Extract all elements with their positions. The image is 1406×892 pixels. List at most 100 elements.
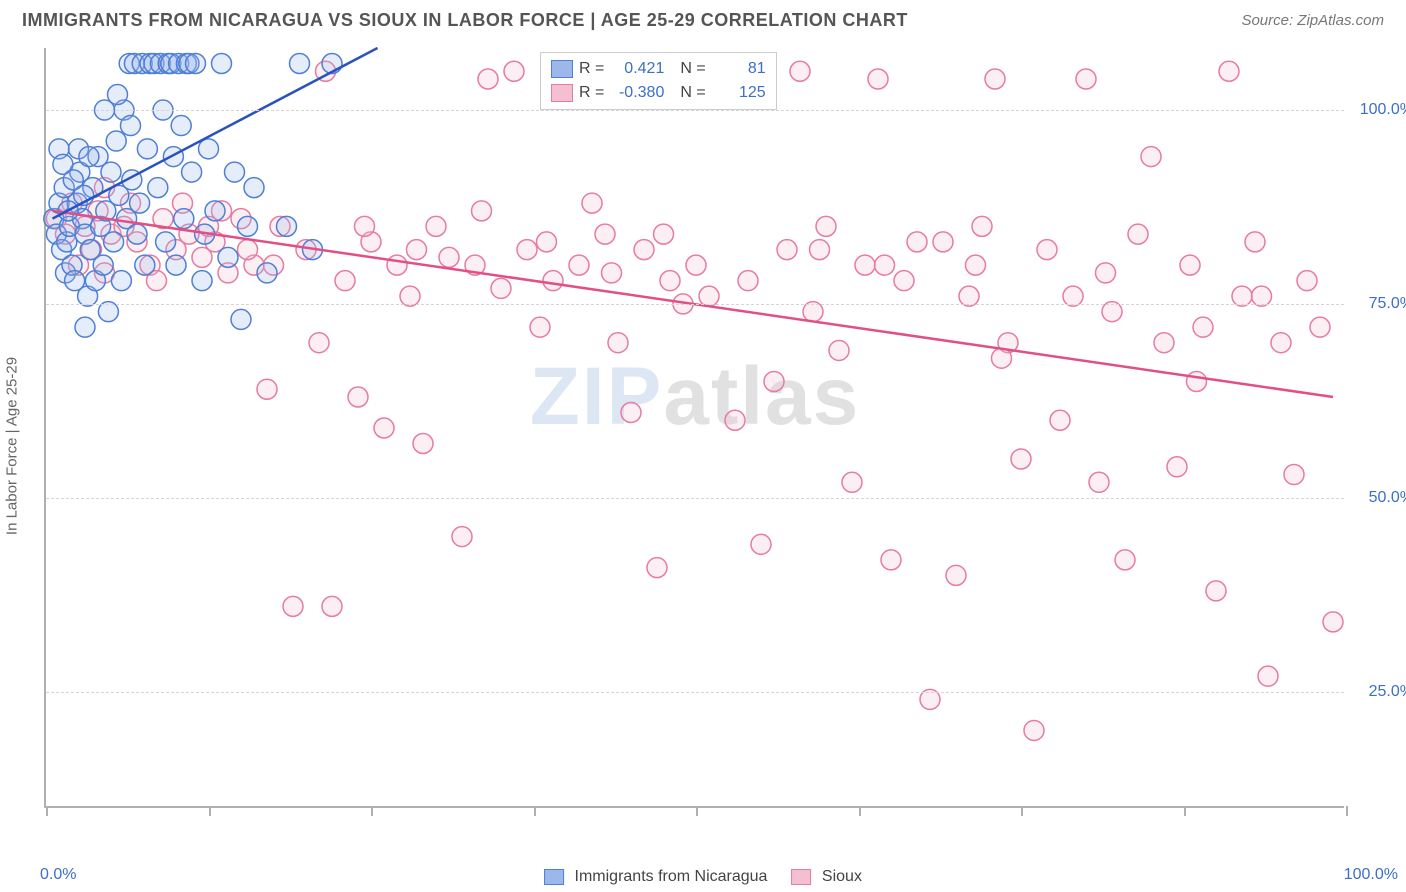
series2-n-value: 125 <box>712 81 766 105</box>
x-axis-max-label: 100.0% <box>1344 866 1398 884</box>
x-tick <box>1346 806 1348 816</box>
scatter-point-series2 <box>654 224 674 244</box>
scatter-point-series2 <box>1076 69 1096 89</box>
scatter-point-series2 <box>1154 333 1174 353</box>
gridline-horizontal <box>46 110 1344 111</box>
scatter-point-series2 <box>1187 371 1207 391</box>
scatter-point-series2 <box>1310 317 1330 337</box>
scatter-point-series1 <box>108 85 128 105</box>
scatter-point-series2 <box>751 534 771 554</box>
correlation-stats-legend: R = 0.421 N = 81 R = -0.380 N = 125 <box>540 52 777 110</box>
scatter-point-series2 <box>348 387 368 407</box>
scatter-point-series2 <box>881 550 901 570</box>
scatter-point-series2 <box>472 201 492 221</box>
scatter-point-series2 <box>1141 147 1161 167</box>
x-tick <box>1184 806 1186 816</box>
x-axis-min-label: 0.0% <box>40 866 76 884</box>
scatter-point-series2 <box>738 271 758 291</box>
scatter-point-series2 <box>686 255 706 275</box>
scatter-point-series2 <box>257 379 277 399</box>
stats-row-series2: R = -0.380 N = 125 <box>551 81 766 105</box>
scatter-point-series2 <box>537 232 557 252</box>
scatter-point-series2 <box>1024 720 1044 740</box>
scatter-point-series2 <box>1284 465 1304 485</box>
scatter-point-series2 <box>602 263 622 283</box>
series1-n-value: 81 <box>712 57 766 81</box>
scatter-point-series1 <box>182 162 202 182</box>
r-label: R = <box>579 81 604 105</box>
scatter-point-series2 <box>855 255 875 275</box>
scatter-point-series2 <box>1245 232 1265 252</box>
scatter-point-series2 <box>907 232 927 252</box>
scatter-point-series2 <box>972 216 992 236</box>
scatter-point-series1 <box>257 263 277 283</box>
legend-label-series1: Immigrants from Nicaragua <box>575 868 768 885</box>
scatter-point-series2 <box>1180 255 1200 275</box>
scatter-point-series2 <box>933 232 953 252</box>
source-label: Source: ZipAtlas.com <box>1241 12 1384 29</box>
scatter-point-series1 <box>93 255 113 275</box>
n-label: N = <box>680 81 705 105</box>
regression-line-series1 <box>53 48 378 219</box>
scatter-point-series1 <box>218 247 238 267</box>
scatter-point-series2 <box>1089 472 1109 492</box>
scatter-point-series2 <box>875 255 895 275</box>
scatter-point-series2 <box>530 317 550 337</box>
y-axis-label: In Labor Force | Age 25-29 <box>4 357 21 535</box>
series2-r-value: -0.380 <box>610 81 664 105</box>
scatter-point-series2 <box>660 271 680 291</box>
scatter-point-series2 <box>1206 581 1226 601</box>
scatter-point-series2 <box>777 240 797 260</box>
scatter-point-series2 <box>1011 449 1031 469</box>
scatter-point-series1 <box>192 271 212 291</box>
scatter-point-series2 <box>1271 333 1291 353</box>
scatter-point-series2 <box>1193 317 1213 337</box>
scatter-point-series2 <box>992 348 1012 368</box>
scatter-point-series1 <box>156 232 176 252</box>
gridline-horizontal <box>46 304 1344 305</box>
scatter-point-series2 <box>946 565 966 585</box>
stats-swatch-series2 <box>551 84 573 102</box>
scatter-point-series2 <box>543 271 563 291</box>
scatter-point-series2 <box>478 69 498 89</box>
scatter-point-series2 <box>1128 224 1148 244</box>
x-tick <box>371 806 373 816</box>
scatter-point-series2 <box>647 558 667 578</box>
scatter-point-series2 <box>816 216 836 236</box>
scatter-point-series2 <box>491 278 511 298</box>
x-tick <box>46 806 48 816</box>
scatter-point-series1 <box>166 255 186 275</box>
scatter-point-series1 <box>174 209 194 229</box>
scatter-point-series2 <box>387 255 407 275</box>
scatter-point-series2 <box>335 271 355 291</box>
scatter-point-series1 <box>101 162 121 182</box>
y-tick-label: 75.0% <box>1354 295 1406 313</box>
scatter-point-series1 <box>121 116 141 136</box>
scatter-point-series2 <box>426 216 446 236</box>
scatter-point-series2 <box>634 240 654 260</box>
x-tick <box>696 806 698 816</box>
gridline-horizontal <box>46 692 1344 693</box>
scatter-point-series2 <box>966 255 986 275</box>
scatter-point-series1 <box>163 147 183 167</box>
scatter-point-series2 <box>764 371 784 391</box>
scatter-point-series1 <box>238 216 258 236</box>
scatter-point-series2 <box>309 333 329 353</box>
scatter-point-series2 <box>1297 271 1317 291</box>
stats-swatch-series1 <box>551 60 573 78</box>
scatter-point-series1 <box>104 232 124 252</box>
series1-r-value: 0.421 <box>610 57 664 81</box>
scatter-point-series2 <box>790 61 810 81</box>
scatter-point-series2 <box>452 527 472 547</box>
scatter-point-series2 <box>413 434 433 454</box>
scatter-point-series2 <box>1115 550 1135 570</box>
legend-item-series1: Immigrants from Nicaragua <box>544 868 767 886</box>
scatter-point-series1 <box>171 116 191 136</box>
chart-plot-area: ZIPatlas R = 0.421 N = 81 R = -0.380 N =… <box>44 48 1344 808</box>
scatter-point-series2 <box>894 271 914 291</box>
y-tick-label: 100.0% <box>1354 101 1406 119</box>
scatter-point-series2 <box>1167 457 1187 477</box>
scatter-point-series1 <box>244 178 264 198</box>
scatter-point-series2 <box>985 69 1005 89</box>
scatter-point-series2 <box>1219 61 1239 81</box>
